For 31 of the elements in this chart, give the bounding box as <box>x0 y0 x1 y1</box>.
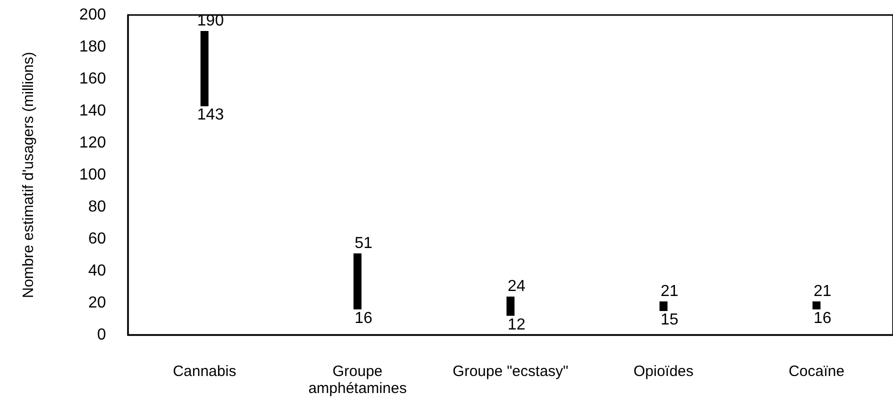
x-tick-label: Opioïdes <box>633 363 694 380</box>
x-tick-label: Cannabis <box>172 363 236 380</box>
annotation: 51 <box>354 234 372 252</box>
y-tick-label: 100 <box>79 166 106 184</box>
y-tick-label: 80 <box>88 198 106 216</box>
y-tick-label: 120 <box>79 134 106 152</box>
annotation: 21 <box>660 282 678 300</box>
annotation: 24 <box>508 278 526 296</box>
bar <box>660 301 668 311</box>
bar <box>200 31 208 106</box>
x-tick-label: Groupe "ecstasy" <box>452 363 568 380</box>
bar <box>812 301 820 310</box>
y-tick-label: 200 <box>79 6 106 24</box>
y-tick-label: 60 <box>88 230 106 248</box>
y-tick-label: 20 <box>88 294 106 312</box>
bar <box>354 253 362 310</box>
x-tick-label: Cocaïne <box>788 363 844 380</box>
bar <box>506 296 514 316</box>
annotation: 16 <box>354 310 372 327</box>
y-tick-label: 160 <box>79 70 106 88</box>
annotation: 12 <box>508 316 526 334</box>
y-axis-title: Nombre estimatif d'usagers (millions) <box>20 52 37 298</box>
annotation: 21 <box>814 282 832 300</box>
annotation: 143 <box>197 106 224 124</box>
y-tick-label: 0 <box>97 326 106 344</box>
annotation: 15 <box>660 312 678 328</box>
y-tick-label: 140 <box>79 102 106 120</box>
x-tick-label: Groupe amphétamines <box>308 363 407 397</box>
y-tick-label: 180 <box>79 38 106 56</box>
y-tick-label: 40 <box>88 262 106 280</box>
annotation: 16 <box>814 310 832 327</box>
